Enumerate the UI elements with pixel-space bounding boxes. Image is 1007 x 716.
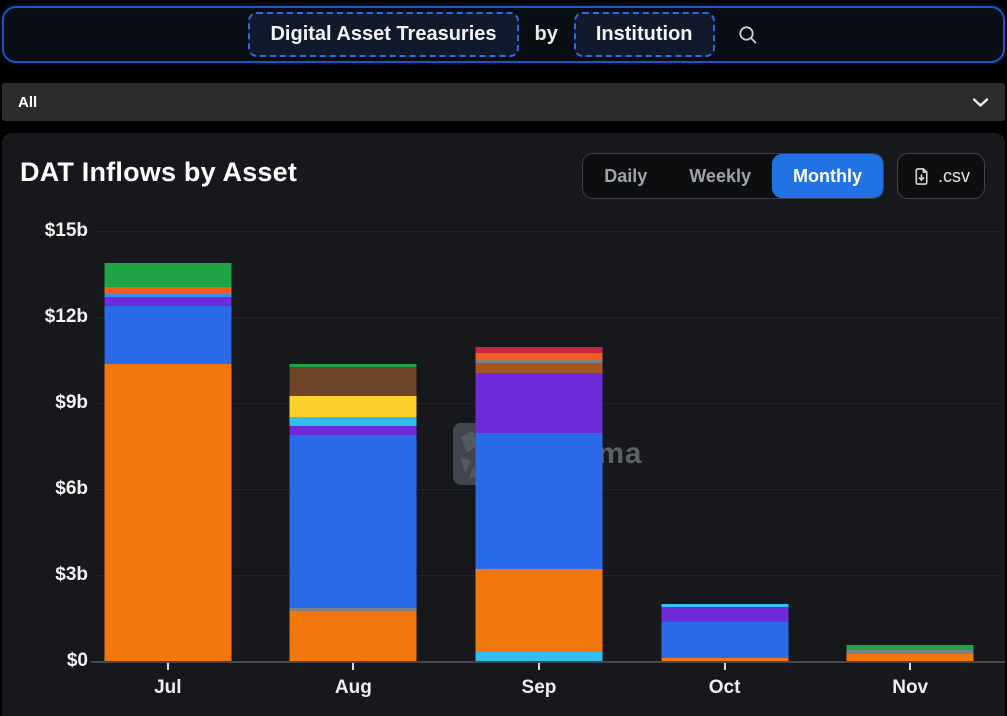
search-button[interactable] bbox=[737, 24, 759, 46]
month-slot-sep: Sep bbox=[446, 231, 632, 698]
time-range-tabs: Daily Weekly Monthly bbox=[582, 153, 884, 199]
bar-segment-cyan[interactable] bbox=[289, 417, 417, 426]
chart-controls: Daily Weekly Monthly .csv bbox=[582, 153, 985, 199]
x-axis-line bbox=[91, 661, 1005, 663]
x-axis-label-sep: Sep bbox=[521, 677, 557, 698]
download-csv-button[interactable]: .csv bbox=[896, 153, 985, 199]
bar-segment-cyan[interactable] bbox=[661, 603, 789, 607]
institution-button[interactable]: Institution bbox=[573, 12, 715, 57]
bar-segment-blue[interactable] bbox=[661, 622, 789, 659]
plot-area: $15b $12b $9b $6b $3b $0 Jul Aug Sep Oct Nov bbox=[45, 220, 1005, 698]
gridline bbox=[93, 317, 1003, 318]
bar-segment-lightblue[interactable] bbox=[104, 294, 232, 297]
asset-filter-dropdown[interactable]: All bbox=[2, 83, 1005, 121]
month-slot-jul: Jul bbox=[75, 231, 261, 698]
bar-segment-green[interactable] bbox=[289, 364, 417, 368]
bar-segment-orange_deep[interactable] bbox=[475, 352, 603, 360]
y-axis-tick-label: $15b bbox=[44, 220, 88, 241]
bar-segment-green[interactable] bbox=[846, 645, 974, 650]
bar-segment-orange[interactable] bbox=[846, 653, 974, 661]
bar-segment-cyan[interactable] bbox=[475, 652, 603, 661]
bar-segment-orange_deep[interactable] bbox=[104, 286, 232, 295]
x-axis-tick bbox=[909, 663, 912, 670]
tab-weekly[interactable]: Weekly bbox=[668, 154, 772, 198]
by-connector-label: by bbox=[534, 23, 558, 45]
x-axis-label-nov: Nov bbox=[892, 677, 929, 698]
x-axis-label-aug: Aug bbox=[334, 677, 372, 698]
bar-segment-purple[interactable] bbox=[104, 296, 232, 306]
x-axis-label-oct: Oct bbox=[708, 677, 741, 698]
bar-segment-orange[interactable] bbox=[104, 364, 232, 661]
x-axis-label-jul: Jul bbox=[154, 677, 182, 698]
y-axis-tick-label: $12b bbox=[44, 306, 88, 327]
bar-segment-purple[interactable] bbox=[475, 372, 603, 434]
bar-segment-blue[interactable] bbox=[475, 433, 603, 570]
y-axis-tick-label: $0 bbox=[66, 650, 88, 671]
bar-segment-purple[interactable] bbox=[289, 425, 417, 435]
csv-button-label: .csv bbox=[937, 165, 970, 186]
month-slot-aug: Aug bbox=[261, 231, 447, 698]
digital-asset-treasuries-button[interactable]: Digital Asset Treasuries bbox=[248, 12, 519, 57]
x-axis-tick bbox=[723, 663, 726, 670]
tab-daily[interactable]: Daily bbox=[583, 154, 668, 198]
x-axis-tick bbox=[537, 663, 540, 670]
x-axis-tick bbox=[166, 663, 169, 670]
y-axis-tick-label: $9b bbox=[55, 392, 88, 413]
stacked-bar-nov[interactable] bbox=[846, 645, 974, 661]
bar-segment-yellow[interactable] bbox=[289, 395, 417, 418]
bar-segment-rust[interactable] bbox=[475, 362, 603, 373]
bar-segment-orange[interactable] bbox=[475, 569, 603, 653]
chart-panel: DAT Inflows by Asset Daily Weekly Monthly … bbox=[2, 133, 1005, 716]
bar-segment-red[interactable] bbox=[475, 347, 603, 353]
stacked-bar-jul[interactable] bbox=[104, 262, 232, 661]
csv-file-download-icon bbox=[912, 167, 931, 186]
filter-selected-value: All bbox=[18, 93, 38, 111]
chevron-down-icon bbox=[972, 97, 989, 108]
bar-segment-purple[interactable] bbox=[661, 606, 789, 623]
y-axis-tick-label: $3b bbox=[55, 564, 88, 585]
y-axis-tick-label: $6b bbox=[55, 478, 88, 499]
stacked-bar-aug[interactable] bbox=[289, 364, 417, 661]
gridline bbox=[93, 231, 1003, 232]
bar-segment-gray[interactable] bbox=[475, 360, 603, 363]
bar-segment-green[interactable] bbox=[104, 262, 232, 287]
month-slot-oct: Oct bbox=[632, 231, 818, 698]
page-title: DAT Inflows by Asset bbox=[20, 157, 298, 187]
bars-row: Jul Aug Sep Oct Nov bbox=[75, 231, 1003, 698]
bar-segment-brown[interactable] bbox=[289, 367, 417, 396]
top-header: Digital Asset Treasuries by Institution bbox=[2, 6, 1005, 63]
bar-segment-orange[interactable] bbox=[289, 610, 417, 661]
bar-segment-gray[interactable] bbox=[289, 607, 417, 611]
x-axis-tick bbox=[352, 663, 355, 670]
stacked-bar-sep[interactable] bbox=[475, 347, 603, 661]
tab-monthly[interactable]: Monthly bbox=[771, 154, 883, 198]
month-slot-nov: Nov bbox=[817, 231, 1003, 698]
bar-segment-blue[interactable] bbox=[104, 305, 232, 365]
bar-segment-blue[interactable] bbox=[289, 434, 417, 608]
search-icon bbox=[737, 24, 759, 46]
stacked-bar-oct[interactable] bbox=[661, 603, 789, 661]
bar-segment-gray[interactable] bbox=[846, 649, 974, 654]
bar-segment-orange[interactable] bbox=[661, 658, 789, 661]
